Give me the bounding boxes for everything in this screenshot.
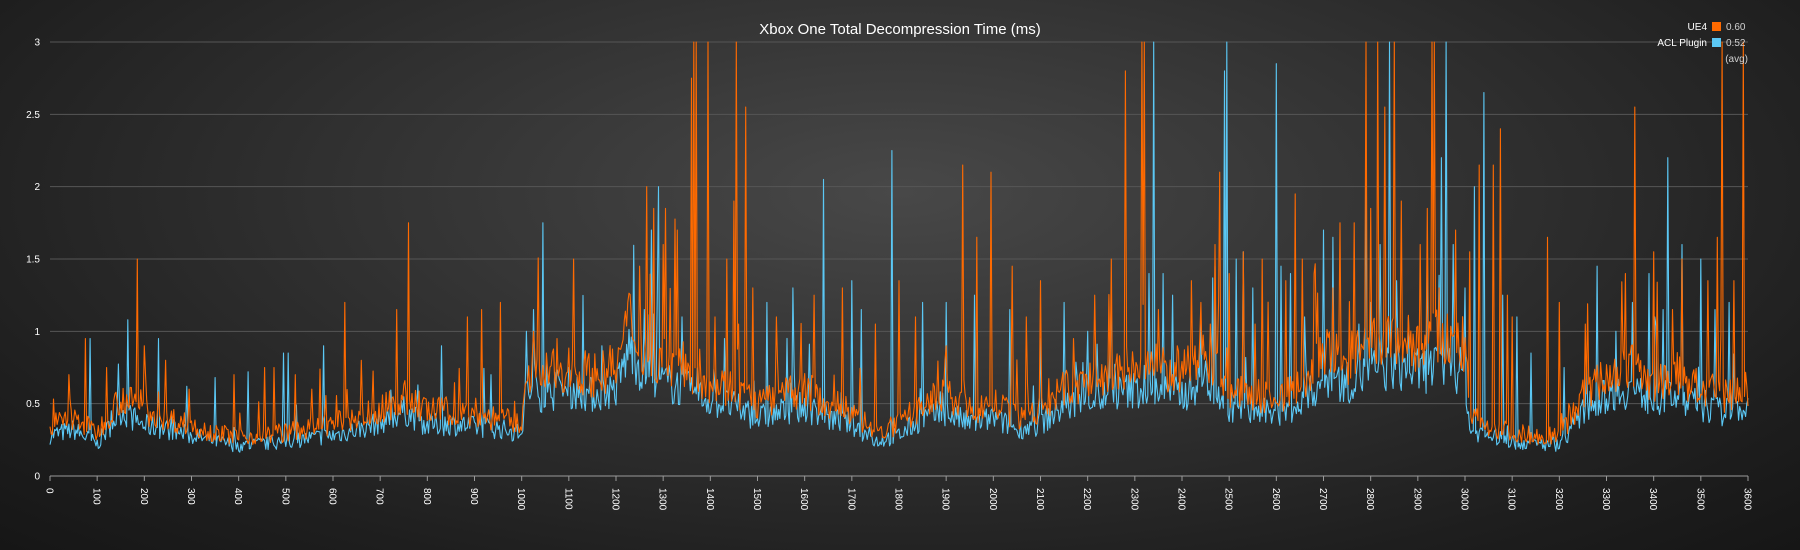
legend: UE4 0.60 ACL Plugin 0.52 (avg): [1657, 22, 1748, 65]
x-tick-label: 3000: [1459, 488, 1470, 511]
x-tick-label: 3600: [1742, 488, 1753, 511]
y-tick-label: 2.5: [26, 110, 40, 121]
x-tick-label: 1000: [515, 488, 526, 511]
x-tick-label: 3200: [1553, 488, 1564, 511]
x-tick-label: 2800: [1364, 488, 1375, 511]
tick-labels: 0 0.5 1 1.5 2 2.5 3 0 100 200 300 400 500 600 700 800 90…: [26, 38, 1752, 511]
y-tick-label: 1: [34, 327, 40, 338]
x-tick-label: 2500: [1223, 488, 1234, 511]
y-tick-label: 2: [34, 182, 40, 193]
x-tick-label: 1600: [798, 488, 809, 511]
series: [49, 41, 1749, 453]
x-tick-label: 2000: [987, 488, 998, 511]
chart-title: Xbox One Total Decompression Time (ms): [759, 21, 1041, 38]
x-tick-label: 0: [44, 488, 55, 494]
x-tick-label: 3400: [1647, 488, 1658, 511]
x-tick-label: 2100: [1034, 488, 1045, 511]
legend-avg-value: 0.52: [1726, 38, 1746, 49]
x-tick-label: 3300: [1600, 488, 1611, 511]
x-tick-label: 700: [374, 488, 385, 505]
x-tick-label: 600: [327, 488, 338, 505]
x-tick-label: 2700: [1317, 488, 1328, 511]
x-tick-label: 2400: [1176, 488, 1187, 511]
x-tick-label: 1500: [751, 488, 762, 511]
x-tick-label: 900: [468, 488, 479, 505]
x-tick-label: 500: [279, 488, 290, 505]
y-tick-label: 3: [34, 38, 40, 49]
x-tick-label: 2600: [1270, 488, 1281, 511]
y-tick-label: 0: [34, 472, 40, 483]
x-tick-label: 3100: [1506, 488, 1517, 511]
x-tick-label: 2900: [1411, 488, 1422, 511]
legend-avg-value: 0.60: [1726, 22, 1746, 33]
x-tick-label: 2200: [1081, 488, 1092, 511]
x-tick-label: 1400: [704, 488, 715, 511]
x-tick-label: 400: [232, 488, 243, 505]
legend-swatch: [1712, 38, 1721, 47]
x-tick-label: 1700: [845, 488, 856, 511]
legend-label: UE4: [1688, 22, 1708, 33]
x-tick-label: 1200: [610, 488, 621, 511]
legend-swatch: [1712, 22, 1721, 31]
x-tick-label: 1300: [657, 488, 668, 511]
y-tick-label: 1.5: [26, 255, 40, 266]
series-line-acl-plugin: [49, 41, 1749, 453]
x-tick-label: 100: [91, 488, 102, 505]
x-tick-label: 3500: [1694, 488, 1705, 511]
x-tick-label: 800: [421, 488, 432, 505]
legend-note: (avg): [1725, 54, 1748, 65]
y-tick-label: 0.5: [26, 399, 40, 410]
x-tick-label: 200: [138, 488, 149, 505]
legend-label: ACL Plugin: [1657, 38, 1707, 49]
x-tick-label: 1900: [940, 488, 951, 511]
x-tick-label: 1100: [562, 488, 573, 510]
x-tick-label: 2300: [1128, 488, 1139, 511]
axes: [49, 475, 1749, 481]
x-tick-label: 300: [185, 488, 196, 505]
series-line-ue4: [49, 41, 1749, 445]
x-tick-label: 1800: [893, 488, 904, 511]
